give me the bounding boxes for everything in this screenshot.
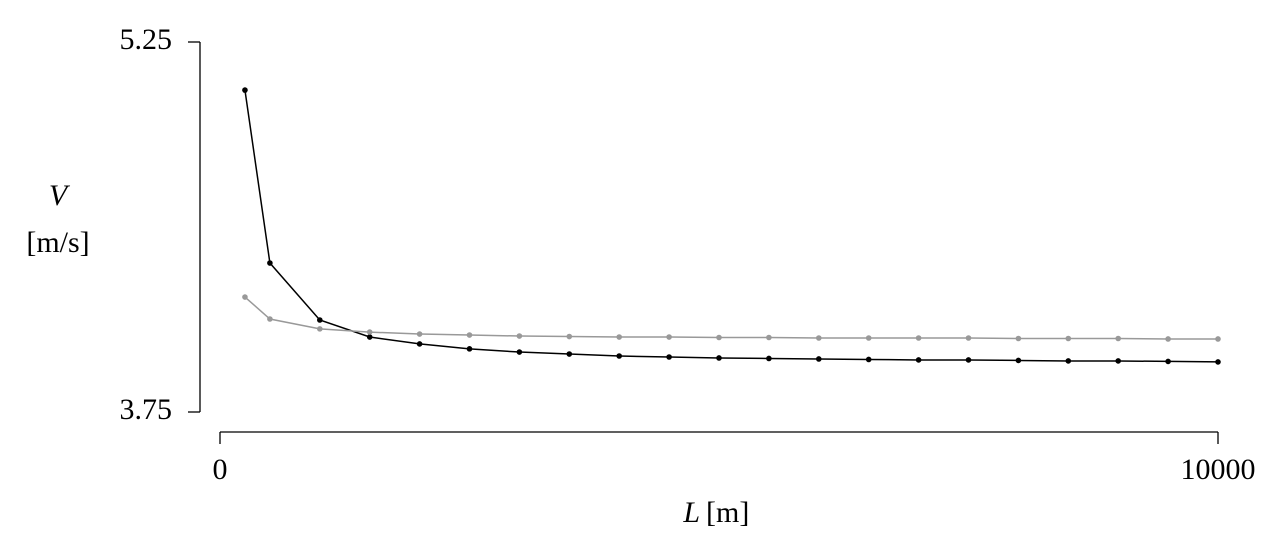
series-line bbox=[244, 296, 1218, 340]
y-label-symbol: V bbox=[49, 179, 71, 212]
x-label-symbol: L bbox=[682, 496, 700, 529]
point bbox=[466, 346, 473, 352]
point bbox=[766, 355, 772, 362]
point bbox=[1065, 335, 1072, 342]
point bbox=[416, 341, 423, 347]
x-tick-label: 10000 bbox=[1181, 453, 1256, 486]
point bbox=[1015, 335, 1022, 342]
point bbox=[666, 354, 672, 360]
point bbox=[1115, 335, 1121, 342]
point bbox=[716, 334, 722, 341]
point bbox=[1115, 358, 1121, 364]
point bbox=[616, 353, 622, 359]
point bbox=[865, 335, 872, 341]
point bbox=[366, 334, 373, 340]
y-tick-label: 3.75 bbox=[120, 393, 173, 426]
point bbox=[566, 351, 573, 357]
point bbox=[965, 357, 972, 363]
y-label-unit: [m/s] bbox=[26, 226, 89, 259]
point bbox=[1015, 357, 1022, 364]
point bbox=[915, 335, 922, 341]
point bbox=[317, 326, 323, 332]
point bbox=[965, 335, 972, 341]
y-tick-label: 5.25 bbox=[120, 23, 173, 56]
point bbox=[1165, 336, 1171, 342]
point bbox=[1065, 358, 1072, 364]
point bbox=[816, 356, 822, 362]
point bbox=[816, 335, 822, 341]
point bbox=[267, 260, 273, 266]
point bbox=[716, 355, 722, 361]
point bbox=[666, 334, 672, 340]
x-label-unit: [m] bbox=[706, 496, 749, 529]
point bbox=[242, 87, 248, 93]
point bbox=[267, 316, 273, 322]
point bbox=[1215, 359, 1221, 365]
point bbox=[915, 357, 922, 363]
point bbox=[366, 329, 373, 335]
point bbox=[317, 317, 323, 323]
point bbox=[1215, 336, 1221, 342]
point bbox=[616, 334, 622, 340]
point bbox=[516, 349, 523, 355]
point bbox=[242, 294, 248, 300]
point bbox=[766, 334, 772, 341]
point bbox=[516, 333, 523, 339]
point bbox=[466, 332, 473, 338]
point bbox=[1165, 358, 1171, 365]
point bbox=[566, 333, 573, 340]
x-tick-label: 0 bbox=[213, 453, 228, 486]
series-line bbox=[244, 89, 1219, 363]
point bbox=[416, 331, 423, 337]
point bbox=[865, 356, 872, 363]
